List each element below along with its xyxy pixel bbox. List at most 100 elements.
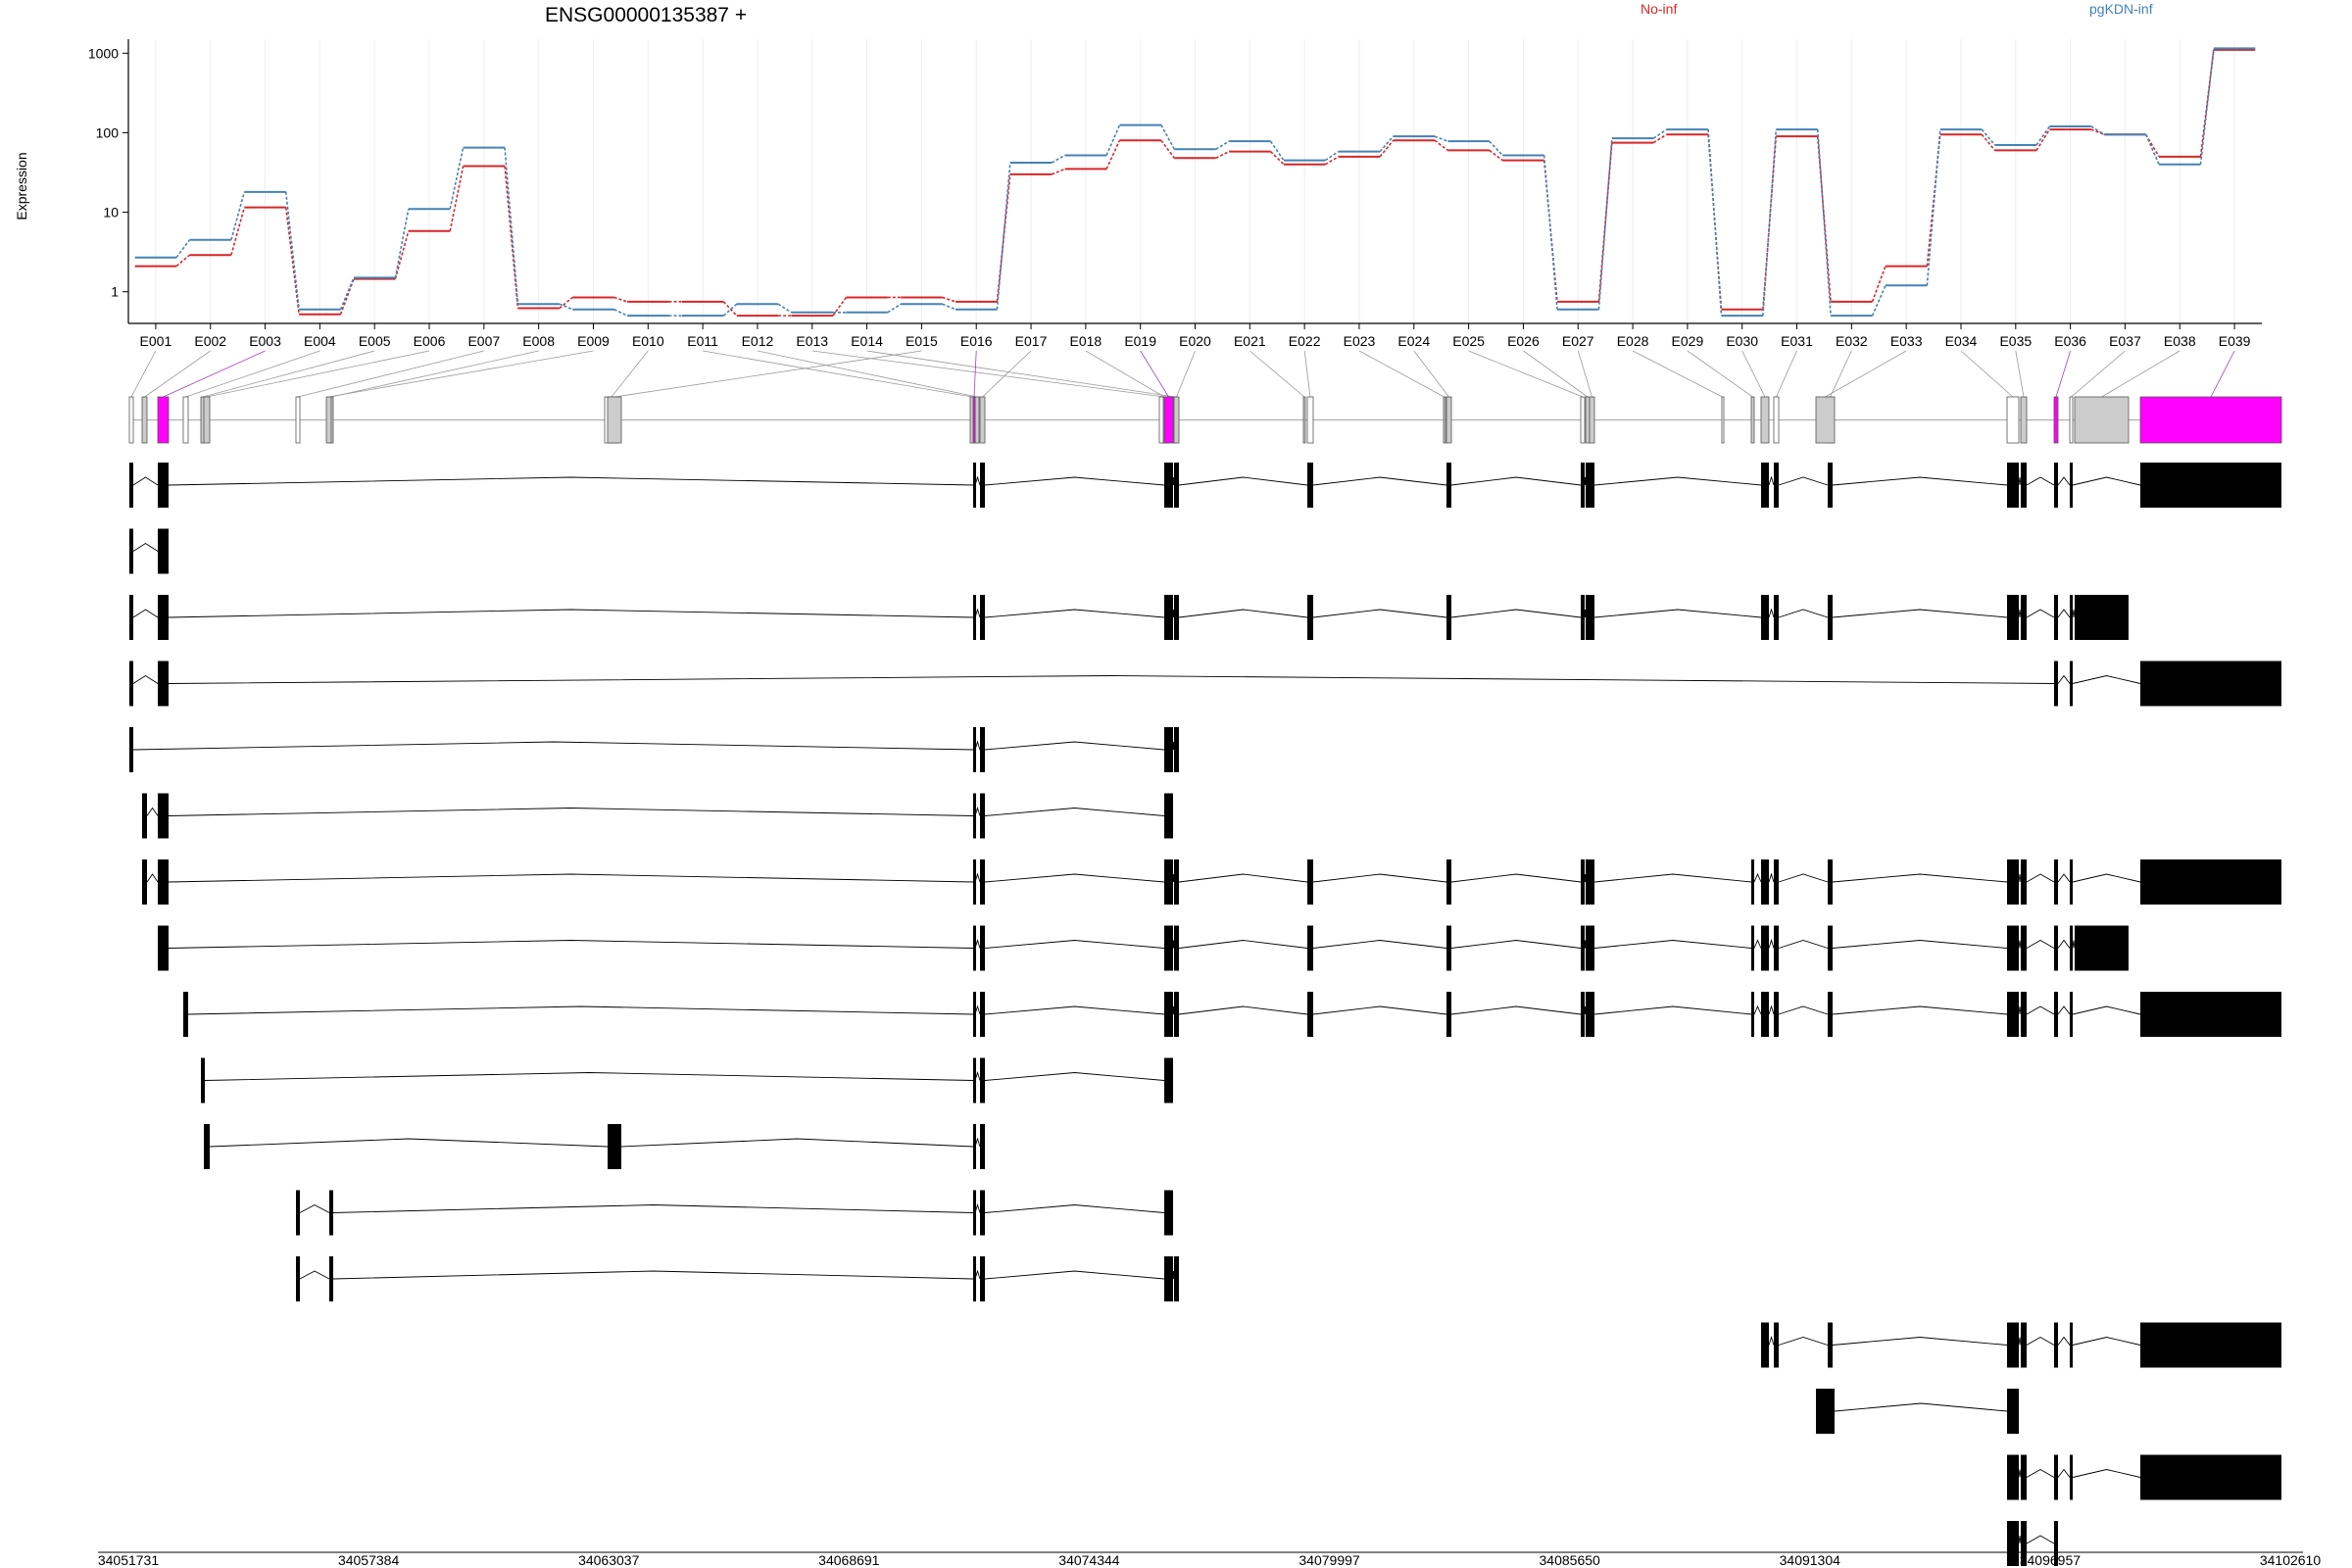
intron: [2057, 1336, 2071, 1346]
intron: [1450, 476, 1582, 486]
exon-box-E023: [1443, 396, 1446, 444]
exon-block: [142, 793, 147, 839]
x-tick-label: E025: [1452, 333, 1485, 349]
series-connector: [284, 207, 300, 315]
exon-connector: [1468, 350, 1584, 398]
transcript-row: [129, 727, 1179, 772]
transcript-row: [204, 1124, 985, 1169]
x-tick-label: E032: [1836, 333, 1868, 349]
intron: [1832, 1337, 2008, 1346]
intron: [1312, 476, 1447, 486]
exon-block: [1761, 463, 1769, 508]
exon-connector: [2015, 350, 2025, 398]
exon-block: [1174, 859, 1179, 905]
exon-block: [980, 1057, 985, 1103]
intron: [2057, 674, 2071, 684]
exon-block: [2070, 992, 2073, 1037]
intron: [1312, 940, 1447, 949]
exon-block: [1307, 925, 1313, 971]
exon-block: [158, 661, 169, 707]
x-tick-label: E026: [1507, 333, 1540, 349]
exon-block: [2140, 859, 2281, 905]
series-connector: [1105, 139, 1121, 170]
genomic-tick-label: 34063037: [578, 1552, 640, 1568]
exon-connector: [330, 350, 539, 398]
intron: [1753, 1004, 1762, 1015]
exon-block: [2021, 463, 2027, 508]
series-connector: [1816, 129, 1832, 317]
exon-block: [1774, 992, 1779, 1037]
exon-connector: [1632, 350, 1723, 398]
exon-block: [973, 1124, 976, 1169]
exon-box-E025: [1580, 396, 1586, 444]
genomic-tick-label: 34057384: [338, 1552, 400, 1568]
x-tick-label: E003: [249, 333, 281, 349]
series-connector: [449, 147, 465, 210]
exon-block: [1761, 595, 1769, 640]
x-tick-label: E035: [1999, 333, 2032, 349]
intron: [132, 542, 159, 552]
series-connector: [230, 207, 246, 256]
exon-box-E037: [2069, 396, 2074, 444]
exon-connector: [1776, 350, 1797, 398]
exon-box-E020: [1173, 396, 1180, 444]
x-tick-label: E014: [851, 333, 883, 349]
intron: [1172, 741, 1175, 751]
exon-block: [1164, 727, 1173, 772]
y-tick-label: 1000: [88, 45, 119, 61]
exon-box-E022: [1306, 396, 1314, 444]
series-connector: [1215, 140, 1230, 150]
exon-connector: [163, 350, 266, 398]
intron: [2072, 1469, 2141, 1478]
series-connector: [1926, 129, 1941, 286]
exon-connector: [613, 350, 922, 398]
exon-block: [980, 793, 985, 839]
transcript-row: [296, 1190, 1173, 1236]
intron: [1778, 476, 1829, 486]
exon-box-E039: [2139, 396, 2282, 444]
intron: [984, 741, 1165, 751]
exon-connector: [1358, 350, 1445, 398]
exon-block: [2054, 661, 2058, 707]
y-axis-label: Expression: [14, 152, 29, 220]
intron: [2026, 476, 2055, 486]
intron: [1593, 940, 1752, 949]
exon-connector: [144, 350, 211, 398]
exon-block: [2070, 1454, 2073, 1500]
exon-block: [973, 859, 976, 905]
intron: [984, 476, 1165, 486]
exon-box-E015: [607, 396, 622, 444]
exon-block: [129, 595, 133, 640]
intron: [1778, 873, 1829, 883]
intron: [1450, 1005, 1582, 1015]
exon-block: [2070, 463, 2073, 508]
exon-block: [2007, 595, 2019, 640]
series-connector: [559, 303, 573, 311]
exon-box-E001: [128, 396, 134, 444]
intron: [2026, 1468, 2055, 1478]
intron: [2072, 476, 2141, 486]
exon-box-E002: [141, 396, 148, 444]
exon-connector: [1577, 350, 1592, 398]
series-connector: [1652, 128, 1668, 139]
exon-block: [1174, 1256, 1179, 1301]
exon-box-E028: [1721, 396, 1725, 444]
x-tick-label: E019: [1124, 333, 1156, 349]
exon-connector: [973, 350, 977, 398]
exon-block: [1174, 595, 1179, 640]
exon-block: [1164, 925, 1173, 971]
exon-block: [1828, 595, 1833, 640]
intron: [1584, 1005, 1587, 1015]
exon-connector: [1140, 350, 1169, 398]
series-connector: [1489, 149, 1503, 162]
intron: [2057, 476, 2071, 486]
intron: [1832, 476, 2008, 486]
series-connector: [613, 296, 628, 303]
x-tick-label: E038: [2164, 333, 2196, 349]
series-connector: [722, 301, 738, 317]
exon-connector: [328, 350, 594, 398]
exon-block: [980, 727, 985, 772]
x-tick-label: E020: [1179, 333, 1211, 349]
intron: [984, 940, 1165, 949]
intron: [2018, 1535, 2022, 1544]
